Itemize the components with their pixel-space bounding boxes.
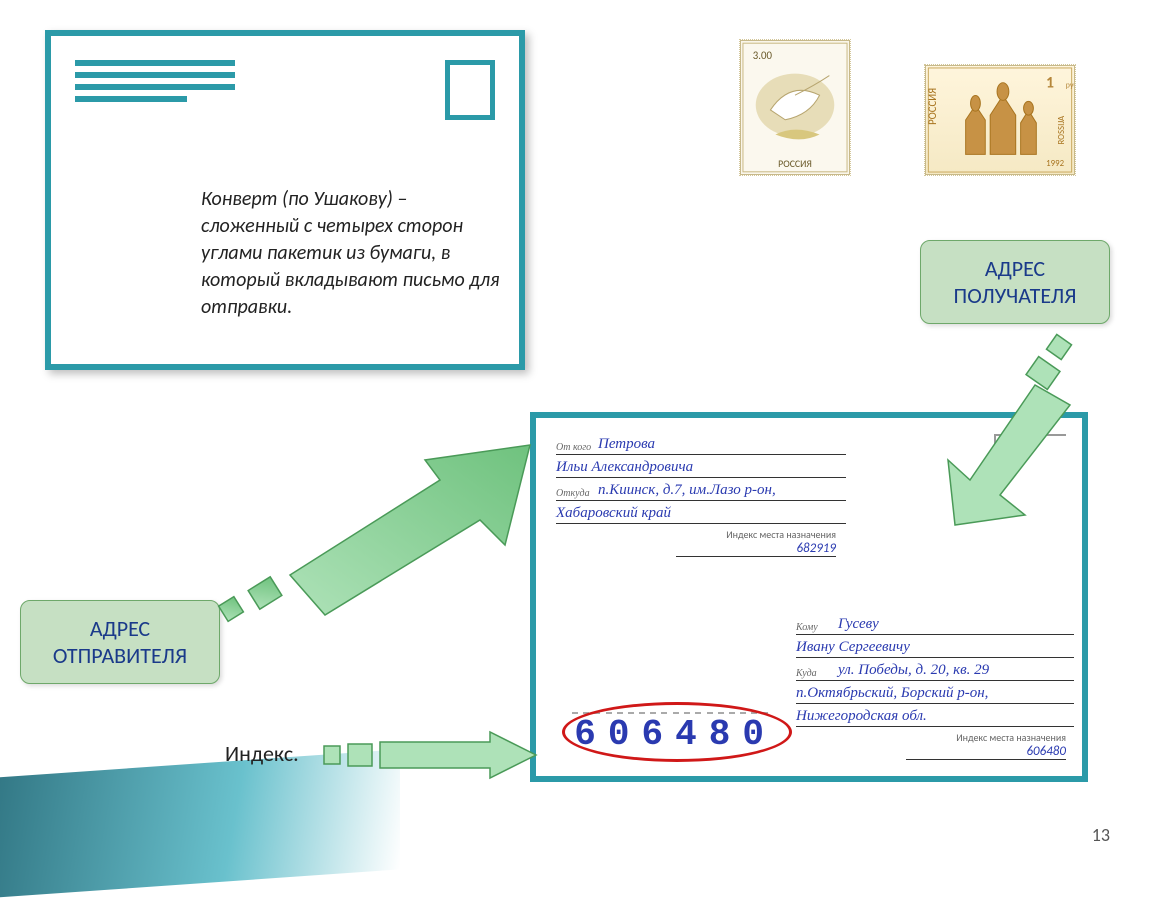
stamp-country: РОССИЯ	[778, 158, 812, 170]
sender-addr2: Хабаровский край	[556, 505, 671, 521]
envelope-return-lines	[75, 60, 235, 108]
stamp2-currency: руб	[1066, 82, 1074, 91]
recipient-addr2: п.Октябрьский, Борский р-он,	[796, 685, 988, 701]
index-digit-2: 6	[639, 712, 667, 752]
arrow-index	[320, 730, 540, 780]
index-digit-1: 0	[606, 712, 634, 752]
stamp2-country-lat: ROSSIJA	[1057, 115, 1067, 145]
stamp2-country: РОССИЯ	[926, 88, 939, 125]
arrow-sender	[210, 440, 540, 640]
definition-source: (по Ушакову)	[282, 187, 393, 211]
label-recipient-address: АДРЕС ПОЛУЧАТЕЛЯ	[920, 240, 1110, 324]
stamp2-value: 1	[1046, 74, 1054, 93]
arrow-recipient	[940, 330, 1120, 530]
recipient-where-label: Куда	[796, 668, 838, 679]
sender-index: 682919	[676, 541, 836, 557]
envelope-stamp-placeholder	[445, 60, 495, 120]
index-digit-0: 6	[572, 712, 600, 752]
recipient-addr3: Нижегородская обл.	[796, 708, 927, 724]
recipient-name2: Ивану Сергеевичу	[796, 639, 910, 655]
stamp2-year: 1992	[1046, 159, 1064, 169]
envelope-definition-text: Конверт (по Ушакову) – сложенный с четыр…	[201, 186, 501, 321]
postal-index-boxes: 6 0 6 4 8 0	[572, 712, 782, 752]
envelope-definition-box: Конверт (по Ушакову) – сложенный с четыр…	[45, 30, 525, 370]
index-digit-4: 8	[707, 712, 735, 752]
index-digit-5: 0	[740, 712, 768, 752]
label-recipient-text: АДРЕС ПОЛУЧАТЕЛЯ	[954, 255, 1077, 309]
postage-stamp-bird: 3.00 РОССИЯ	[740, 40, 850, 175]
recipient-name1: Гусеву	[838, 616, 879, 632]
index-text-label: Индекс.	[225, 740, 299, 767]
sender-from-label: От кого	[556, 442, 598, 453]
sender-addr1: п.Киинск, д.7, им.Лазо р-он,	[598, 482, 776, 498]
recipient-addr1: ул. Победы, д. 20, кв. 29	[838, 662, 989, 678]
sender-name2: Ильи Александровича	[556, 459, 693, 475]
recipient-address-block: КомуГусеву Ивану Сергеевичу Кудаул. Побе…	[796, 616, 1074, 760]
recipient-index-label: Индекс места назначения	[906, 731, 1066, 744]
label-sender-address: АДРЕС ОТПРАВИТЕЛЯ	[20, 600, 220, 684]
sender-name1: Петрова	[598, 436, 655, 452]
label-sender-text: АДРЕС ОТПРАВИТЕЛЯ	[53, 615, 187, 669]
sender-where-label: Откуда	[556, 488, 598, 499]
definition-term: Конверт	[201, 187, 278, 211]
index-digit-3: 4	[673, 712, 701, 752]
recipient-index: 606480	[906, 744, 1066, 760]
recipient-to-label: Кому	[796, 622, 838, 633]
sender-address-block: От когоПетрова Ильи Александровича Откуд…	[556, 436, 846, 557]
sender-index-label: Индекс места назначения	[676, 528, 836, 541]
stamp-value: 3.00	[753, 49, 773, 62]
postage-stamp-church: 1 руб РОССИЯ ROSSIJA 1992	[925, 65, 1075, 175]
page-number: 13	[1092, 824, 1110, 846]
index-label-text: Индекс.	[225, 740, 299, 767]
